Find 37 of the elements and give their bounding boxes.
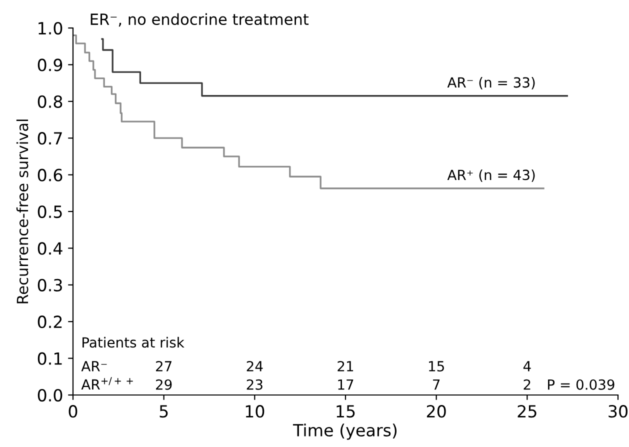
x-tick-label: 20	[426, 405, 446, 418]
annotation: 21	[338, 361, 354, 372]
y-tick-label: 0.6	[38, 168, 62, 182]
y-tick-label: 0.3	[38, 278, 62, 292]
annotation: Patients at risk	[82, 336, 184, 348]
annotation: 4	[523, 361, 531, 372]
x-tick-label: 10	[246, 405, 264, 418]
x-tick-label: 0	[68, 405, 78, 418]
y-tick-label: 0.5	[38, 205, 62, 218]
annotation: 2	[524, 379, 530, 390]
y-tick-label: 0.2	[38, 316, 62, 328]
annotation: P = 0.039	[548, 379, 614, 390]
y-tick-label: 0.8	[38, 95, 62, 108]
annotation: 17	[338, 380, 354, 390]
x-tick-label: 15	[336, 405, 355, 418]
x-tick-label: 30	[608, 405, 628, 418]
x-tick-label: 5	[160, 405, 168, 418]
annotation: AR⁻	[81, 361, 107, 372]
y-axis-title: Recurrence-free survival	[16, 120, 28, 304]
annotation: AR⁻ (n = 33)	[447, 76, 535, 90]
y-tick-label: 0.4	[38, 242, 62, 255]
y-tick-label: 1.0	[38, 22, 62, 35]
annotation: 7	[433, 380, 440, 390]
x-axis-title: Time (years)	[292, 424, 397, 440]
y-tick-label: 0.7	[38, 132, 62, 145]
annotation: 15	[429, 361, 444, 372]
annotation: AR$^{+/++}$	[81, 377, 133, 390]
annotation: 23	[246, 379, 262, 390]
annotation: 24	[246, 361, 263, 372]
annotation: AR⁺ (n = 43)	[447, 169, 535, 182]
y-tick-label: 0.9	[38, 58, 62, 72]
annotation: 27	[156, 361, 172, 372]
annotation: 29	[156, 379, 172, 390]
x-tick-label: 25	[518, 405, 536, 418]
chart-title: ER⁻, no endocrine treatment	[90, 13, 309, 27]
y-tick-label: 0.0	[38, 388, 62, 402]
y-tick-label: 0.1	[38, 352, 62, 365]
